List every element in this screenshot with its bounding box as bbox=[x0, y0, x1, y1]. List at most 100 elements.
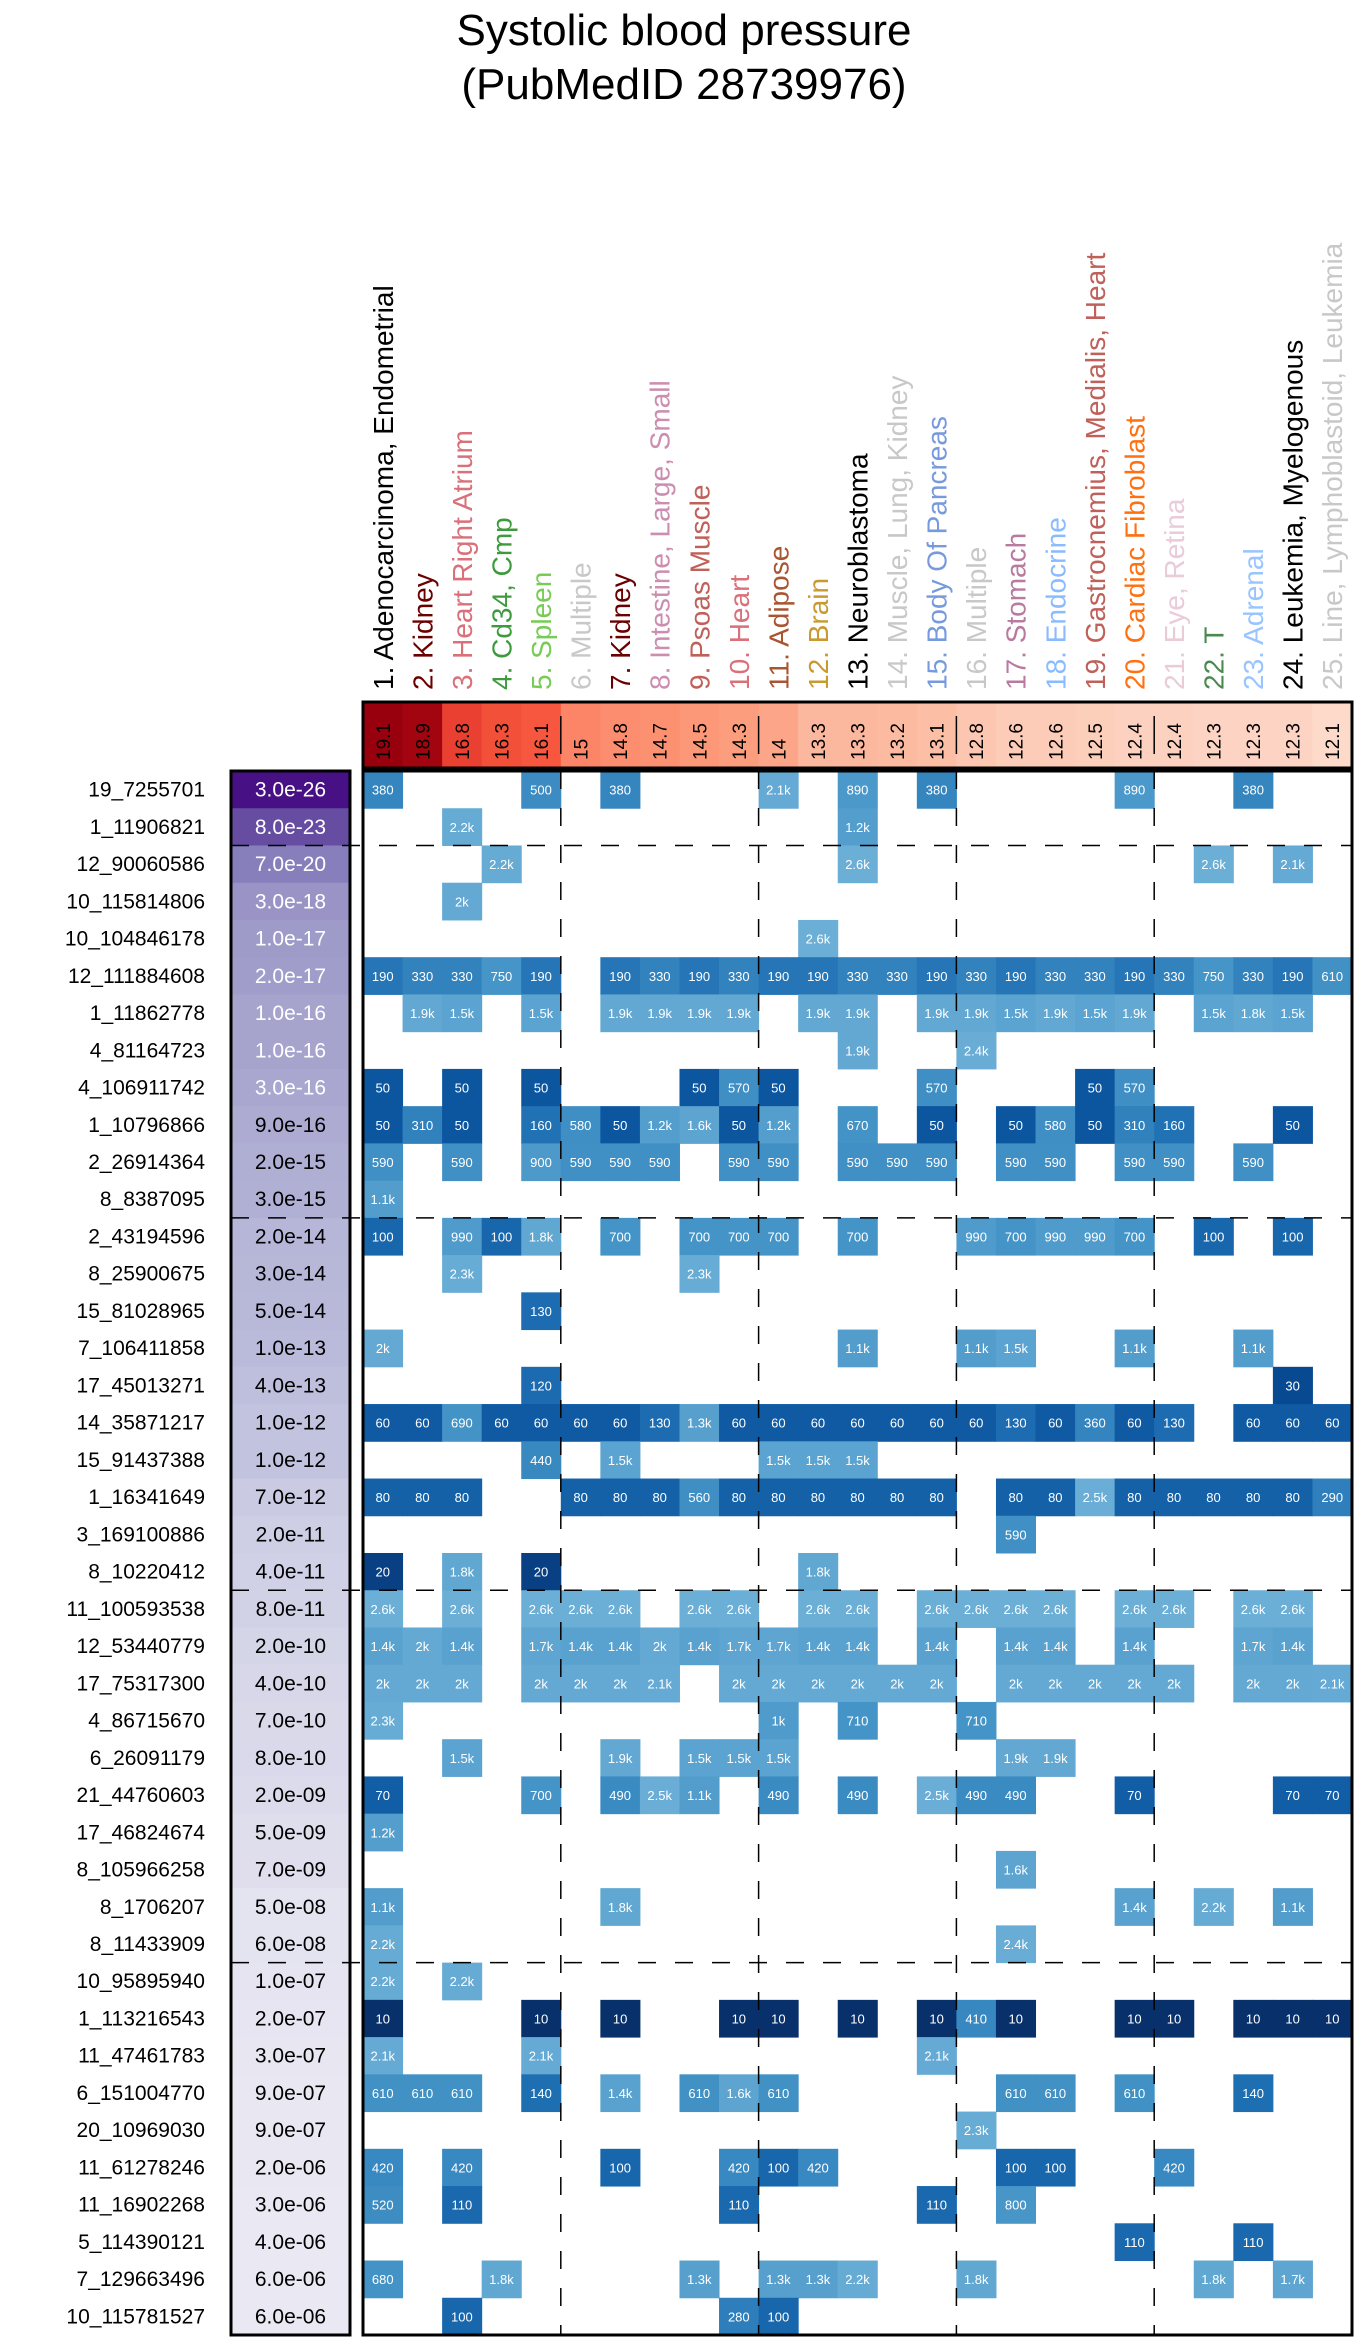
cell-value: 2.1k bbox=[529, 2049, 554, 2064]
heatmap-cell bbox=[916, 1478, 957, 1517]
heatmap-cell bbox=[956, 994, 997, 1033]
heatmap-cell bbox=[363, 1999, 404, 2038]
heatmap-cell bbox=[719, 1217, 760, 1256]
cell-value: 330 bbox=[728, 969, 750, 984]
heatmap-cell bbox=[1193, 1888, 1234, 1926]
pvalue-label: 2.0e-10 bbox=[255, 1635, 326, 1658]
cell-value: 1.4k bbox=[568, 1639, 593, 1654]
cell-value: 50 bbox=[1088, 1081, 1102, 1096]
cell-value: 2.5k bbox=[647, 1788, 672, 1803]
cell-value: 10 bbox=[534, 2011, 548, 2026]
cell-value: 610 bbox=[768, 2086, 790, 2101]
cell-value: 50 bbox=[1088, 1118, 1102, 1133]
heatmap-cell bbox=[1075, 1478, 1116, 1517]
heatmap-cell bbox=[1035, 1590, 1076, 1628]
cell-value: 1.9k bbox=[608, 1751, 633, 1766]
cell-value: 50 bbox=[534, 1081, 548, 1096]
heatmap-cell bbox=[442, 1106, 483, 1144]
heatmap-cell bbox=[995, 1106, 1037, 1144]
cell-value: 1.9k bbox=[1003, 1751, 1028, 1766]
heatmap-cell bbox=[442, 2074, 483, 2113]
heatmap-cell bbox=[758, 957, 799, 995]
heatmap-cell bbox=[442, 1143, 483, 1182]
column-label: 13. Neuroblastoma bbox=[843, 453, 874, 690]
heatmap-cell bbox=[719, 1739, 760, 1777]
pvalue-cell bbox=[231, 882, 350, 921]
cell-value: 80 bbox=[652, 1490, 666, 1505]
cell-value: 700 bbox=[768, 1229, 790, 1244]
pvalue-cell bbox=[231, 1850, 350, 1889]
cell-value: 50 bbox=[929, 1118, 943, 1133]
cell-value: 420 bbox=[807, 2160, 829, 2175]
heatmap-cell bbox=[719, 1404, 760, 1442]
cell-value: 1.9k bbox=[410, 1006, 435, 1021]
pvalue-label: 6.0e-06 bbox=[255, 2305, 326, 2328]
cell-value: 2k bbox=[1128, 1676, 1142, 1691]
heatmap-cell bbox=[481, 957, 522, 995]
pvalue-cell bbox=[231, 1701, 350, 1740]
pvalue-cell bbox=[231, 2223, 350, 2262]
heatmap-cell bbox=[402, 1664, 443, 1703]
cell-value: 1.1k bbox=[964, 1341, 989, 1356]
row-label: 8_1706207 bbox=[100, 1896, 205, 1919]
pvalue-label: 1.0e-07 bbox=[255, 1970, 326, 1993]
heatmap-cell bbox=[1233, 1143, 1274, 1182]
pvalue-label: 1.0e-12 bbox=[255, 1412, 326, 1435]
score-label: 15 bbox=[572, 739, 593, 760]
cell-value: 380 bbox=[1242, 783, 1264, 798]
heatmap-cell bbox=[1114, 1106, 1155, 1144]
heatmap-cell bbox=[995, 1515, 1037, 1554]
heatmap-cell bbox=[679, 1627, 720, 1666]
heatmap-cell bbox=[877, 957, 918, 995]
pvalue-cell bbox=[231, 1143, 350, 1182]
cell-value: 1.9k bbox=[845, 1043, 870, 1058]
heatmap-cell bbox=[1075, 957, 1116, 995]
cell-value: 990 bbox=[965, 1229, 987, 1244]
heatmap-cell bbox=[363, 771, 404, 809]
score-cell bbox=[837, 702, 878, 768]
score-cell bbox=[877, 702, 918, 768]
cell-value: 560 bbox=[688, 1490, 710, 1505]
cell-value: 10 bbox=[850, 2011, 864, 2026]
pvalue-label: 3.0e-07 bbox=[255, 2045, 326, 2068]
cell-value: 1.7k bbox=[766, 1639, 791, 1654]
cell-value: 330 bbox=[1242, 969, 1264, 984]
pvalue-cell bbox=[231, 957, 350, 995]
cell-value: 190 bbox=[1282, 969, 1304, 984]
pvalue-label: 2.0e-11 bbox=[256, 1523, 326, 1546]
heatmap-cell bbox=[995, 1590, 1037, 1628]
heatmap-cell bbox=[639, 957, 680, 995]
heatmap-cell bbox=[639, 1143, 680, 1182]
heatmap-cell bbox=[560, 1627, 601, 1666]
pvalue-cell bbox=[231, 1404, 350, 1442]
heatmap-cell bbox=[1233, 1999, 1274, 2038]
cell-value: 100 bbox=[609, 2160, 631, 2175]
cell-value: 1.5k bbox=[1201, 1006, 1226, 1021]
heatmap-cell bbox=[758, 1664, 799, 1703]
column-label: 18. Endocrine bbox=[1040, 517, 1071, 690]
cell-value: 1.1k bbox=[370, 1900, 395, 1915]
cell-value: 1.7k bbox=[1280, 2272, 1305, 2287]
cell-value: 80 bbox=[890, 1490, 904, 1505]
pvalue-label: 2.0e-06 bbox=[255, 2156, 326, 2179]
pvalue-label: 7.0e-12 bbox=[255, 1486, 326, 1509]
pvalue-label: 1.0e-17 bbox=[255, 928, 326, 951]
heatmap-cell bbox=[877, 1143, 918, 1182]
score-cell bbox=[798, 702, 839, 768]
heatmap-cell bbox=[639, 1627, 680, 1666]
pvalue-cell bbox=[231, 1217, 350, 1256]
pvalue-label: 2.0e-14 bbox=[255, 1225, 327, 1248]
heatmap-cell bbox=[1233, 771, 1274, 809]
heatmap-cell bbox=[758, 1404, 799, 1442]
cell-value: 380 bbox=[372, 783, 394, 798]
cell-value: 330 bbox=[1044, 969, 1066, 984]
heatmap-cell bbox=[481, 1217, 522, 1256]
title-line: Systolic blood pressure bbox=[456, 6, 912, 55]
cell-value: 1.7k bbox=[1241, 1639, 1266, 1654]
row-label: 6_151004770 bbox=[77, 2082, 205, 2105]
cell-value: 2k bbox=[811, 1676, 825, 1691]
cell-value: 700 bbox=[728, 1229, 750, 1244]
pvalue-cell bbox=[231, 1366, 350, 1405]
heatmap-cell bbox=[521, 957, 562, 995]
heatmap-cell bbox=[1233, 994, 1274, 1033]
